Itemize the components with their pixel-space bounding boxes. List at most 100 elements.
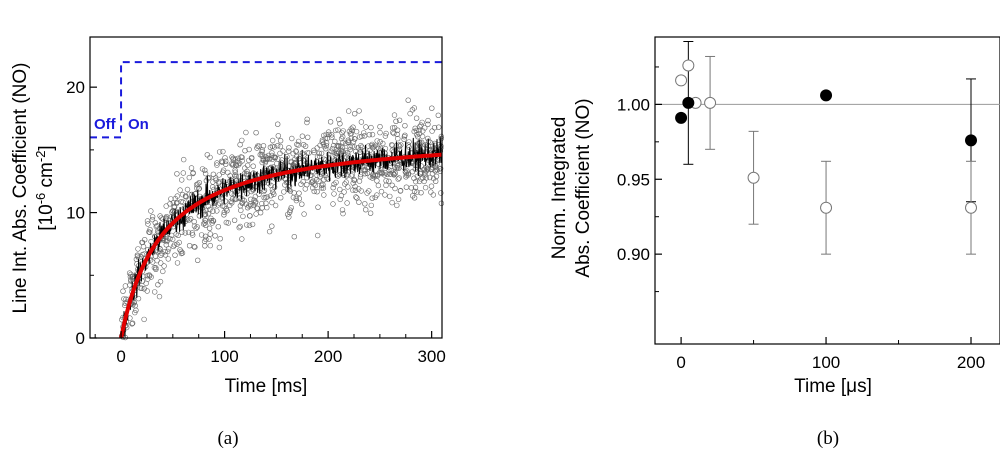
data-point — [425, 117, 431, 124]
data-point — [368, 202, 374, 209]
open-point — [747, 171, 760, 184]
data-point — [235, 158, 241, 164]
data-point — [430, 192, 436, 198]
data-point — [390, 129, 396, 136]
data-point — [344, 200, 350, 206]
data-point — [237, 223, 243, 230]
data-point — [196, 180, 203, 186]
data-point — [438, 135, 444, 142]
data-point — [126, 270, 133, 276]
data-point — [135, 295, 142, 302]
data-point — [180, 170, 187, 176]
data-point — [316, 153, 323, 160]
data-point — [318, 182, 325, 189]
data-point — [248, 203, 254, 209]
x-axis-label-a: Time [ms] — [225, 376, 308, 397]
data-point — [189, 230, 196, 236]
data-point — [369, 175, 376, 181]
data-point — [275, 156, 281, 162]
data-point — [299, 133, 306, 139]
data-point — [418, 176, 424, 182]
data-point — [147, 229, 153, 236]
data-point — [397, 187, 404, 194]
data-point — [219, 203, 226, 209]
data-point — [209, 220, 215, 226]
data-point — [314, 145, 320, 151]
data-point — [330, 185, 336, 191]
data-point — [393, 165, 399, 171]
data-point — [266, 228, 273, 235]
y-axis-label-b-line2: Abs. Coefficient (NO) — [573, 98, 594, 277]
data-point — [141, 316, 147, 323]
data-point — [179, 177, 185, 183]
panel-b: 0 100 200 0.90 0.95 1.00 Time [μs] Norm. Int… — [549, 36, 1000, 449]
data-point — [340, 210, 346, 217]
data-point — [162, 248, 168, 255]
x-tick-label-b: 200 — [957, 353, 985, 372]
data-point — [207, 206, 213, 213]
data-point — [222, 198, 229, 204]
data-point — [347, 131, 354, 137]
data-point — [223, 158, 229, 164]
data-point — [127, 274, 134, 280]
data-point — [145, 221, 151, 227]
data-point — [186, 243, 193, 249]
data-point — [210, 171, 217, 178]
data-point — [157, 213, 163, 219]
data-point — [300, 142, 307, 148]
data-point — [256, 191, 262, 198]
data-point — [338, 193, 345, 199]
panel-a: 0 100 200 300 0 10 20 Off On Time [ms] Line I… — [10, 36, 446, 449]
data-point — [194, 185, 200, 191]
y-axis-label-b-line1: Norm. Integrated — [549, 117, 570, 260]
data-point — [295, 142, 301, 148]
data-point — [291, 234, 297, 240]
open-point — [682, 59, 695, 72]
data-point — [248, 155, 255, 162]
data-point — [168, 196, 174, 202]
data-point — [135, 246, 141, 252]
data-point — [362, 167, 368, 173]
data-point — [122, 283, 129, 289]
data-point — [314, 189, 320, 195]
data-point — [321, 192, 327, 198]
on-label: On — [128, 116, 149, 133]
data-point — [152, 253, 159, 259]
data-point — [363, 207, 369, 213]
data-point — [290, 194, 297, 201]
data-point — [129, 321, 135, 327]
x-tick-label-b: 100 — [812, 353, 840, 372]
data-point — [160, 268, 166, 275]
data-point — [260, 156, 267, 162]
data-point — [348, 135, 355, 141]
data-point — [356, 108, 362, 114]
data-point — [254, 205, 261, 212]
data-point — [330, 142, 337, 149]
data-point — [264, 155, 270, 161]
data-point — [217, 236, 223, 242]
data-point — [377, 129, 383, 136]
data-point — [174, 241, 180, 247]
data-point — [242, 148, 248, 154]
y-tick-label-b: 0.90 — [617, 245, 650, 264]
data-point — [299, 201, 305, 207]
data-point — [202, 211, 209, 218]
data-point — [320, 185, 327, 191]
data-point — [144, 218, 151, 224]
data-point — [347, 144, 353, 150]
data-point — [377, 123, 383, 130]
data-point — [250, 186, 257, 193]
data-point — [222, 155, 228, 161]
data-point — [232, 167, 238, 173]
data-point — [366, 188, 372, 194]
data-point — [275, 133, 281, 139]
data-point — [268, 182, 274, 189]
data-point — [386, 167, 392, 173]
data-point — [350, 139, 357, 145]
data-point — [333, 127, 339, 134]
data-point — [227, 202, 233, 209]
data-point — [149, 259, 156, 265]
data-point — [211, 186, 217, 193]
data-point — [243, 129, 249, 136]
data-point — [219, 159, 226, 166]
